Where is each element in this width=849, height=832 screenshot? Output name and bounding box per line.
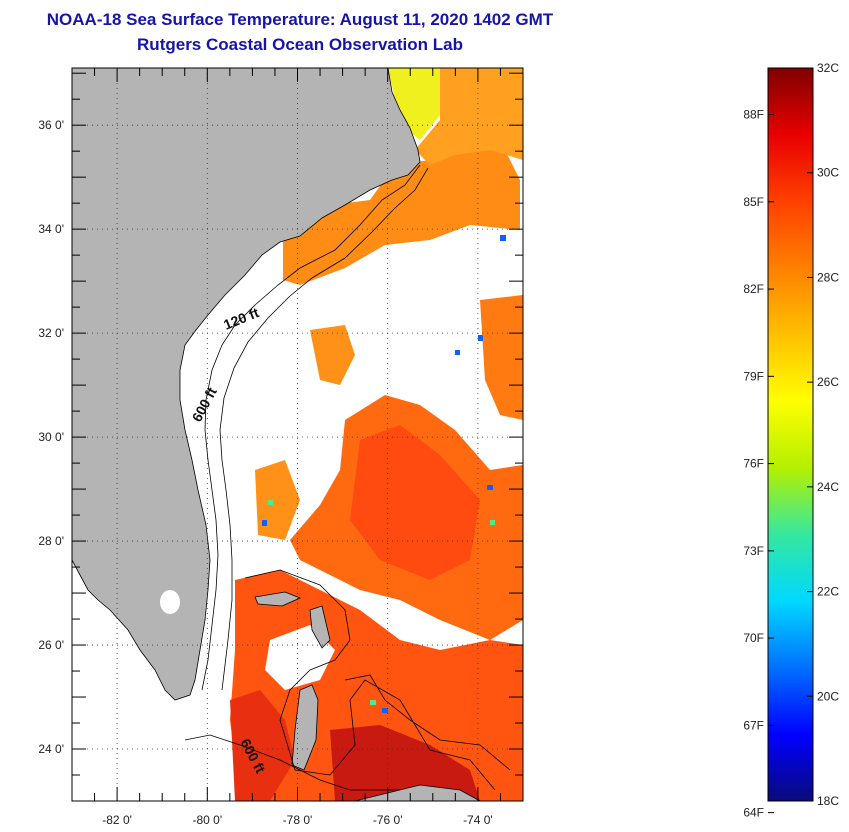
contour-cuba bbox=[184, 734, 400, 791]
contour-bahamas-bank bbox=[244, 569, 496, 791]
temperature-colorbar: 32C 30C 28C 26C 24C 22C 20C 18C 88F 85F 82F 79F 76F… bbox=[743, 61, 839, 820]
land-us-southeast bbox=[72, 68, 421, 701]
colorbar-f-label: 79F bbox=[743, 369, 764, 383]
sst-patch-bank-pocket bbox=[265, 625, 335, 690]
lon-tick-label: -74 0' bbox=[463, 813, 493, 827]
sst-patch-midshelf bbox=[310, 325, 355, 385]
lat-tick-label: 30 0' bbox=[38, 430, 64, 444]
sst-patch-south-dark bbox=[330, 725, 480, 801]
sst-patch-carolinas bbox=[283, 140, 520, 285]
contour-bahamas-east bbox=[344, 674, 511, 771]
colorbar-celsius-labels: 32C 30C 28C 26C 24C 22C 20C 18C bbox=[807, 61, 839, 808]
colorbar-c-label: 22C bbox=[817, 585, 839, 599]
sst-patch-southern-hot bbox=[230, 690, 295, 801]
colorbar-f-label: 70F bbox=[743, 631, 764, 645]
lake-okeechobee bbox=[160, 590, 180, 614]
colorbar-c-label: 30C bbox=[817, 166, 839, 180]
lat-tick-label: 34 0' bbox=[38, 222, 64, 236]
land-bahamas-abaco bbox=[309, 605, 331, 649]
lat-tick-label: 36 0' bbox=[38, 118, 64, 132]
lat-tick-label: 28 0' bbox=[38, 534, 64, 548]
land-bahamas-andros bbox=[291, 684, 319, 771]
lat-tick-label: 32 0' bbox=[38, 326, 64, 340]
contour-120ft bbox=[201, 164, 421, 691]
lon-tick-label: -82 0' bbox=[102, 813, 132, 827]
sst-patch-east-edge bbox=[480, 295, 523, 420]
colorbar-f-label: 85F bbox=[743, 195, 764, 209]
lon-tick-label: -80 0' bbox=[192, 813, 222, 827]
colorbar-c-label: 32C bbox=[817, 61, 839, 75]
colorbar-f-label: 64F bbox=[743, 806, 764, 820]
colorbar-f-label: 82F bbox=[743, 282, 764, 296]
longitude-labels: -82 0' -80 0' -78 0' -76 0' -74 0' bbox=[102, 813, 492, 827]
colorbar-c-label: 18C bbox=[817, 794, 839, 808]
colorbar-fahrenheit-labels: 88F 85F 82F 79F 76F 73F 70F 67F 64F bbox=[743, 108, 774, 820]
graticule-lines bbox=[72, 68, 523, 801]
colorbar-f-label: 67F bbox=[743, 718, 764, 732]
lon-tick-label: -78 0' bbox=[283, 813, 313, 827]
colorbar-scale bbox=[767, 67, 814, 802]
map-subtitle: Rutgers Coastal Ocean Observation Lab bbox=[137, 35, 463, 54]
sst-patch-cape-yellow bbox=[388, 68, 440, 140]
colorbar-c-label: 26C bbox=[817, 375, 839, 389]
sst-patch-north-orange bbox=[415, 68, 523, 165]
land-bahamas-grand bbox=[254, 591, 302, 607]
sst-warm-green-pixels bbox=[268, 500, 495, 705]
map-frame bbox=[71, 67, 524, 802]
map-title: NOAA-18 Sea Surface Temperature: August … bbox=[46, 10, 554, 29]
colorbar-c-label: 20C bbox=[817, 689, 839, 703]
lat-tick-label: 26 0' bbox=[38, 638, 64, 652]
colorbar-f-label: 76F bbox=[743, 457, 764, 471]
axis-ticks bbox=[71, 68, 524, 802]
colorbar-c-label: 28C bbox=[817, 270, 839, 284]
lat-tick-label: 24 0' bbox=[38, 742, 64, 756]
colorbar-f-label: 73F bbox=[743, 544, 764, 558]
latitude-labels: 36 0' 34 0' 32 0' 30 0' 28 0' 26 0' 24 0' bbox=[38, 118, 64, 756]
colorbar-c-label: 24C bbox=[817, 480, 839, 494]
bathymetry-contours bbox=[184, 164, 511, 791]
map-panel: 120 ft 600 ft 600 ft 36 0'34 0'32 0'30 0… bbox=[38, 67, 524, 827]
sst-cool-pixels bbox=[262, 235, 506, 713]
contour-600ft bbox=[219, 167, 429, 691]
lon-tick-label: -76 0' bbox=[373, 813, 403, 827]
colorbar-f-label: 88F bbox=[743, 108, 764, 122]
